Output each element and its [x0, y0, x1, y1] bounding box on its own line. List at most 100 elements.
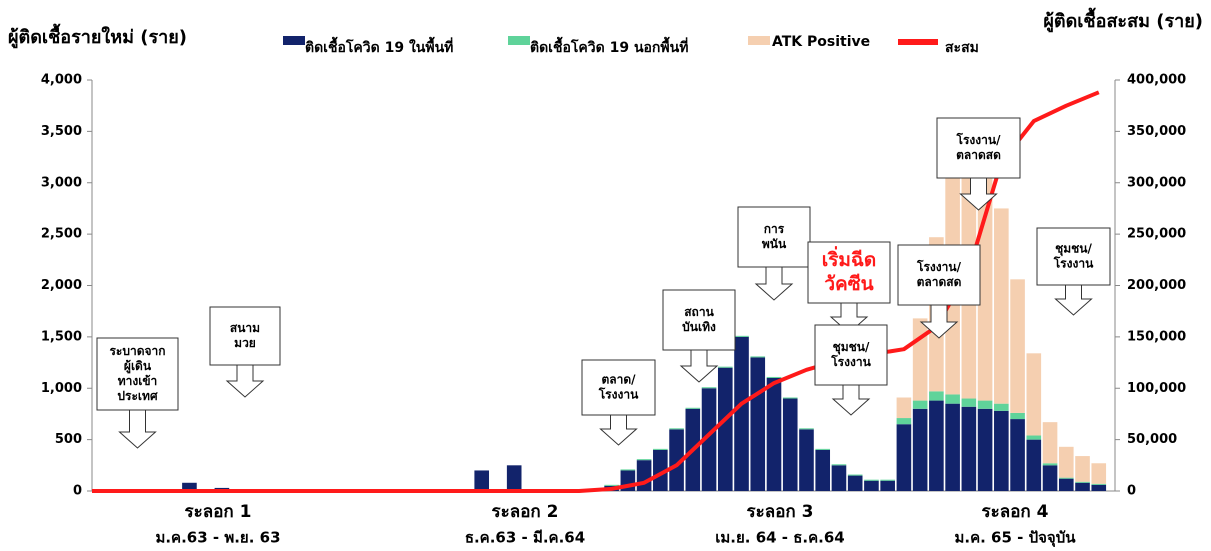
bar: [717, 367, 733, 491]
bar: [880, 480, 895, 491]
bar: [994, 410, 1009, 491]
callout-text: โรงงาน: [1053, 256, 1094, 271]
wave-label: ระลอก 2: [492, 502, 559, 522]
bar: [961, 398, 977, 407]
y2-tick-label: 150,000: [1127, 329, 1186, 344]
bar: [734, 336, 749, 491]
wave-period: ม.ค. 65 - ปัจจุบัน: [955, 529, 1077, 548]
callout-text: ชุมชน/: [1055, 242, 1092, 257]
bar: [750, 357, 766, 491]
bar: [815, 448, 831, 450]
callout-text: การ: [764, 222, 785, 236]
y-axis-title: ผู้ติดเชื้อรายใหม่ (ราย): [8, 23, 187, 49]
bar: [701, 388, 717, 491]
bar: [620, 469, 636, 471]
callout-arrow: [1054, 282, 1093, 316]
callout-text: โรงงาน: [598, 387, 639, 402]
wave-period: ม.ค.63 - พ.ย. 63: [155, 529, 280, 547]
callout-text: โรงงาน/: [956, 132, 1002, 147]
callout-box: [96, 337, 179, 411]
bar: [1042, 463, 1058, 466]
bar: [1075, 481, 1090, 483]
callout-text: พนัน: [762, 237, 787, 251]
legend-swatch: [748, 36, 770, 45]
bar: [636, 459, 652, 461]
wave-label: ระลอก 3: [747, 502, 814, 522]
y-tick-label: 1,000: [41, 381, 82, 396]
callout: โรงงาน/ตลาดสด: [936, 117, 1021, 211]
callout-text: ตลาด/: [601, 373, 636, 387]
callout-text: สถาน: [684, 305, 714, 319]
y-tick-label: 3,500: [41, 124, 82, 139]
callout-text: ผู้เดิน: [124, 359, 152, 374]
bar: [734, 335, 749, 337]
callout-text: ตลาดสด: [956, 148, 1001, 162]
callout-text: ตลาดสด: [917, 275, 962, 289]
bar: [864, 480, 879, 491]
y2-tick-label: 50,000: [1127, 432, 1177, 447]
bar: [1091, 463, 1107, 484]
bar: [945, 394, 960, 404]
bar: [847, 475, 863, 491]
callout-arrow: [754, 264, 794, 301]
bar: [1026, 439, 1042, 491]
callout-arrow: [225, 362, 265, 398]
callout-box: [1036, 227, 1111, 286]
bar: [977, 408, 993, 491]
y2-tick-label: 300,000: [1127, 175, 1186, 190]
bar: [1042, 422, 1058, 464]
bar: [653, 449, 668, 491]
bar: [182, 482, 197, 491]
bar: [766, 377, 782, 491]
bar: [1042, 465, 1058, 491]
bar: [669, 429, 684, 491]
callout-text: โรงงาน/: [916, 259, 962, 274]
bar: [896, 418, 912, 425]
bar: [912, 408, 928, 491]
bar: [766, 376, 782, 378]
callout-text: โรงงาน: [830, 354, 871, 369]
bar: [782, 397, 798, 399]
callout-arrow: [959, 175, 998, 211]
callout-arrow: [919, 302, 959, 339]
y-tick-label: 2,000: [41, 278, 82, 293]
callout-box: [662, 289, 736, 351]
legend-swatch: [508, 36, 530, 45]
callout-text: บันเทิง: [682, 320, 716, 334]
y-tick-label: 500: [55, 432, 82, 447]
callout-arrow: [118, 407, 157, 449]
callout: ชุมชน/โรงงาน: [814, 324, 888, 416]
bar: [880, 479, 895, 481]
wave-period: เม.ย. 64 - ธ.ค.64: [715, 529, 844, 547]
bar: [831, 465, 847, 491]
bar: [1058, 478, 1074, 491]
bar: [799, 428, 814, 430]
y-tick-label: 2,500: [41, 227, 82, 242]
bar: [912, 318, 928, 401]
y2-tick-label: 100,000: [1127, 381, 1186, 396]
bar: [994, 403, 1009, 411]
callout-text: ระบาดจาก: [109, 344, 165, 358]
bar: [750, 356, 766, 358]
bar: [945, 403, 960, 491]
callout-box: [936, 117, 1021, 179]
bar: [1010, 412, 1025, 420]
bar: [653, 448, 668, 450]
bar: [864, 479, 879, 481]
callout-box: [209, 306, 281, 366]
callout-text: เริ่มฉีด: [822, 246, 877, 271]
bar: [912, 400, 928, 409]
bar: [896, 397, 912, 419]
callout-box: [814, 324, 888, 386]
legend-label: ติดเชื้อโควิด 19 ในพื้นที่: [305, 36, 453, 56]
callout-box: [737, 206, 811, 268]
callout-text: วัคซีน: [824, 273, 873, 295]
callout: โรงงาน/ตลาดสด: [897, 244, 981, 339]
callout-text: ทางเข้า: [118, 374, 158, 388]
wave-label: ระลอก 1: [185, 502, 252, 522]
bar: [847, 474, 863, 476]
